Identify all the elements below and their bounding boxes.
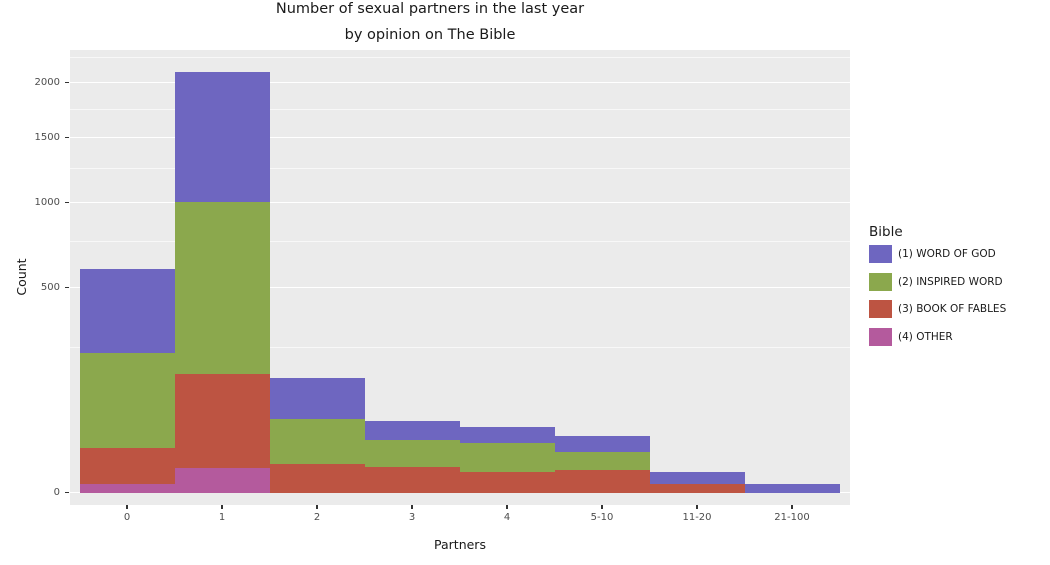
x-tick-label: 1 bbox=[218, 512, 226, 523]
bar-segment bbox=[269, 463, 365, 493]
y-tick-mark bbox=[65, 82, 69, 84]
gridline-major bbox=[70, 81, 850, 84]
y-tick-mark bbox=[65, 136, 69, 139]
gridline-major bbox=[70, 492, 850, 494]
x-tick-mark bbox=[126, 505, 128, 509]
x-tick-mark bbox=[411, 505, 413, 509]
x-tick-label: 3 bbox=[408, 512, 416, 523]
gridline-major bbox=[70, 202, 850, 204]
x-tick-mark bbox=[601, 505, 603, 509]
bar-segment bbox=[364, 421, 460, 441]
gridline-minor bbox=[70, 167, 850, 169]
y-tick-label: 0 bbox=[53, 486, 60, 498]
bar-segment bbox=[174, 201, 270, 375]
bar-segment bbox=[79, 447, 175, 484]
bar-segment bbox=[744, 483, 840, 493]
gridline-minor bbox=[70, 241, 850, 243]
bar-segment bbox=[554, 470, 650, 493]
x-tick-label: 11-20 bbox=[682, 512, 712, 523]
x-tick-mark bbox=[316, 505, 318, 509]
legend-item-label: (4) OTHER bbox=[898, 330, 953, 343]
y-tick-mark bbox=[65, 492, 69, 494]
y-tick-mark bbox=[65, 202, 69, 204]
bar-segment bbox=[174, 374, 270, 469]
y-tick-label: 1000 bbox=[34, 196, 60, 208]
bar-segment bbox=[554, 451, 650, 471]
bar-segment bbox=[269, 378, 365, 420]
x-tick-label: 21-100 bbox=[774, 512, 810, 523]
gridline-minor bbox=[70, 108, 850, 110]
x-tick-label: 5-10 bbox=[590, 512, 614, 523]
bar-segment bbox=[364, 466, 460, 493]
y-tick-mark bbox=[65, 287, 69, 289]
chart-subtitle: by opinion on The Bible bbox=[344, 27, 516, 43]
bar-segment bbox=[174, 72, 270, 202]
x-axis-title: Partners bbox=[434, 537, 486, 552]
x-tick-mark bbox=[696, 505, 698, 509]
gridline-minor bbox=[70, 347, 850, 349]
bar-segment bbox=[269, 419, 365, 464]
x-tick-label: 0 bbox=[123, 512, 131, 523]
bar-segment bbox=[649, 472, 745, 484]
bar-segment bbox=[364, 440, 460, 467]
gridline-major bbox=[70, 136, 850, 139]
gridline-minor bbox=[70, 57, 850, 59]
y-axis-title: Count bbox=[14, 258, 29, 296]
x-tick-mark bbox=[506, 505, 508, 509]
x-tick-mark bbox=[791, 505, 793, 509]
bar-segment bbox=[459, 443, 555, 473]
bar-segment bbox=[79, 353, 175, 448]
legend-item-label: (2) INSPIRED WORD bbox=[898, 275, 1003, 288]
y-tick-label: 1500 bbox=[34, 131, 60, 143]
bar-segment bbox=[554, 436, 650, 452]
bar-segment bbox=[459, 472, 555, 493]
bar-segment bbox=[459, 426, 555, 444]
bar-segment bbox=[174, 468, 270, 493]
bar-segment bbox=[79, 269, 175, 354]
legend-item-label: (1) WORD OF GOD bbox=[898, 248, 996, 260]
bar-segment bbox=[649, 483, 745, 493]
y-tick-label: 500 bbox=[40, 281, 60, 293]
legend-swatch bbox=[869, 245, 892, 263]
legend-swatch bbox=[869, 327, 892, 346]
legend-swatch bbox=[869, 272, 892, 291]
x-tick-label: 4 bbox=[503, 512, 511, 523]
chart-title: Number of sexual partners in the last ye… bbox=[275, 1, 585, 17]
bar-segment bbox=[79, 483, 175, 493]
legend-swatch bbox=[869, 300, 892, 318]
legend-title: Bible bbox=[869, 224, 903, 240]
legend-item-label: (3) BOOK OF FABLES bbox=[898, 303, 1007, 315]
y-tick-label: 2000 bbox=[34, 76, 60, 88]
x-tick-mark bbox=[221, 505, 223, 509]
plot-panel bbox=[70, 50, 850, 505]
x-tick-label: 2 bbox=[313, 512, 321, 523]
gridline-major bbox=[70, 286, 850, 289]
